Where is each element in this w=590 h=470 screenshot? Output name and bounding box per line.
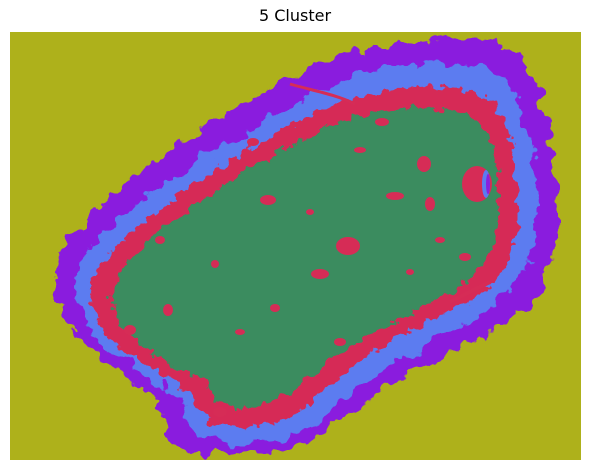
cluster-5-region xyxy=(110,108,499,409)
cluster-4-spots xyxy=(124,82,491,417)
cluster-segmentation-image xyxy=(10,32,581,460)
figure-title: 5 Cluster xyxy=(258,6,332,25)
oval-feature xyxy=(462,166,492,202)
